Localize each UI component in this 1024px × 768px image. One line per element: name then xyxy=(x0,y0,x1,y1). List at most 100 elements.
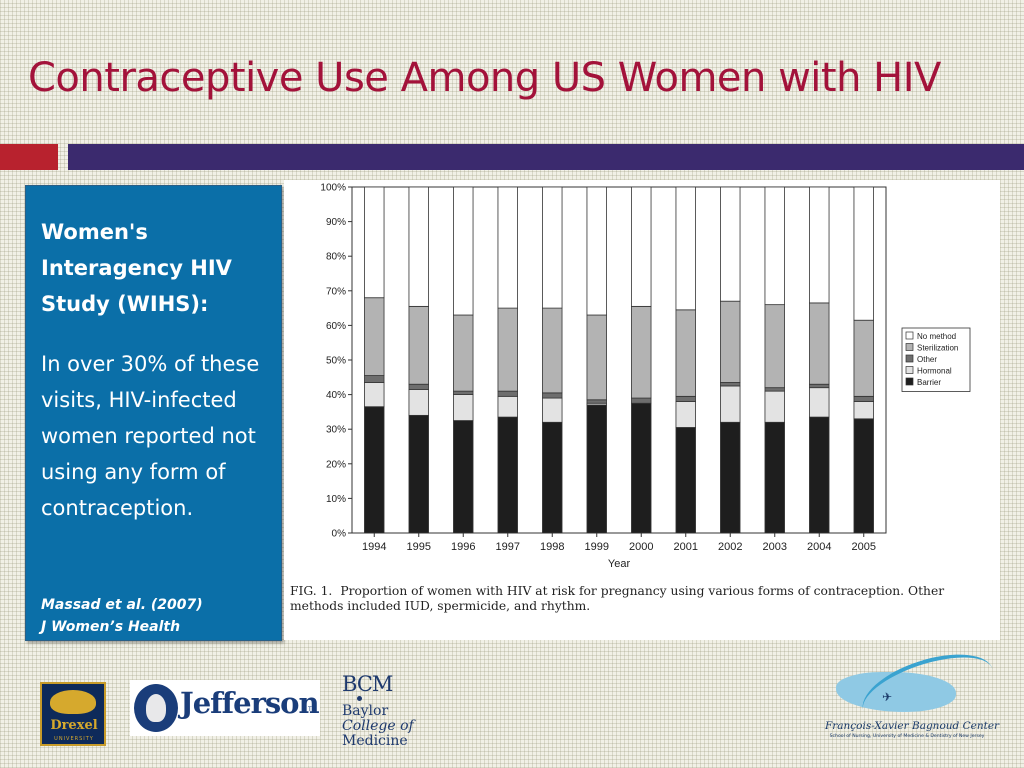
citation-journal: J Women’s Health xyxy=(41,619,181,635)
drexel-wordmark: Drexel xyxy=(50,718,98,733)
legend-swatch xyxy=(905,354,914,363)
bar-segment-sterilization xyxy=(720,300,741,383)
x-tick-label: 2002 xyxy=(718,541,742,553)
bar-segment-no-method xyxy=(408,186,429,307)
x-tick-label: 2000 xyxy=(629,541,653,553)
y-tick-label: 0% xyxy=(332,529,347,540)
bar-segment-hormonal xyxy=(364,382,385,408)
x-axis-label: Year xyxy=(608,558,631,570)
bar-segment-barrier xyxy=(764,421,785,534)
accent-bar-red xyxy=(0,144,58,170)
bar-segment-other xyxy=(809,383,830,389)
x-tick-label: 2005 xyxy=(852,541,876,553)
sidebar-heading: Women's Interagency HIV Study (WIHS): xyxy=(41,220,232,316)
caption-label: FIG. 1. xyxy=(290,584,333,598)
bar-segment-hormonal xyxy=(675,401,696,428)
y-tick-label: 30% xyxy=(326,425,346,436)
bar-segment-no-method xyxy=(764,186,785,306)
bcm-abbreviation: BCM xyxy=(342,672,393,696)
y-tick-label: 20% xyxy=(326,459,346,470)
bar-segment-no-method xyxy=(809,186,830,304)
bar-segment-no-method xyxy=(453,186,474,316)
fxb-center-logo: ✈ François-Xavier Bagnoud Center School … xyxy=(800,640,1010,746)
bar-segment-other xyxy=(453,390,474,395)
legend-swatch xyxy=(905,377,914,386)
bar-segment-sterilization xyxy=(408,305,429,385)
y-tick-label: 50% xyxy=(326,356,346,367)
dragon-icon xyxy=(50,690,96,714)
bcm-line1: Baylor xyxy=(342,703,389,719)
plot-area xyxy=(351,186,887,534)
bar-segment-no-method xyxy=(542,186,563,309)
sidebar-panel: Women's Interagency HIV Study (WIHS): In… xyxy=(25,185,282,641)
accent-bar-purple xyxy=(68,144,1024,170)
figure-panel: 0% 10% 20% 30% 40% 50% 60% 70% 80% 90% 100% 1994 199… xyxy=(284,180,1000,640)
x-tick-label: 1997 xyxy=(496,541,520,553)
slide-title: Contraceptive Use Among US Women with HI… xyxy=(28,55,941,101)
bar-segment-hormonal xyxy=(453,394,474,421)
bar-segment-hormonal xyxy=(764,390,785,423)
x-tick-label: 1998 xyxy=(540,541,564,553)
legend-swatch xyxy=(905,366,914,374)
bar-segment-barrier xyxy=(853,418,874,534)
bar-segment-no-method xyxy=(586,186,607,316)
bar-segment-sterilization xyxy=(497,307,518,392)
x-tick-label: 2001 xyxy=(674,541,698,553)
bar-segment-barrier xyxy=(809,416,830,534)
bar-segment-other xyxy=(408,383,429,390)
bar-segment-no-method xyxy=(631,186,652,307)
baylor-logo: BCM Baylor College of Medicine xyxy=(338,672,414,752)
bar-segment-sterilization xyxy=(764,304,785,389)
bar-segment-barrier xyxy=(542,421,563,534)
x-tick-label: 1994 xyxy=(362,541,386,553)
bar-segment-barrier xyxy=(720,421,741,534)
legend-label: Sterilization xyxy=(917,344,958,353)
bar-segment-hormonal xyxy=(853,401,874,420)
jefferson-seal-icon xyxy=(134,684,178,732)
sidebar-body: In over 30% of these visits, HIV-infecte… xyxy=(41,352,260,520)
bar-segment-sterilization xyxy=(809,302,830,385)
bar-segment-other xyxy=(764,387,785,392)
x-tick-label: 2004 xyxy=(807,541,831,553)
bar-segment-no-method xyxy=(720,186,741,302)
bar-segment-barrier xyxy=(631,402,652,534)
bar-segment-barrier xyxy=(364,406,385,534)
legend-label: No method xyxy=(917,332,956,341)
x-tick-label: 1996 xyxy=(451,541,475,553)
legend-label: Hormonal xyxy=(917,367,952,376)
bar-segment-sterilization xyxy=(675,309,696,397)
bar-segment-other xyxy=(542,392,563,399)
bar-segment-barrier xyxy=(497,416,518,534)
y-tick-label: 60% xyxy=(326,321,346,332)
bcm-line2: College of xyxy=(342,718,414,734)
bar-segment-other xyxy=(853,395,874,402)
bar-segment-other xyxy=(497,390,518,397)
bcm-line3: Medicine xyxy=(342,733,408,749)
bar-segment-barrier xyxy=(675,427,696,534)
bird-icon: ✈ xyxy=(882,690,893,704)
y-tick-label: 70% xyxy=(326,286,346,297)
legend-swatch xyxy=(905,331,914,340)
bar-segment-other xyxy=(364,375,385,383)
bar-segment-no-method xyxy=(675,186,696,311)
citation-authors: Massad et al. (2007) xyxy=(41,597,203,613)
x-tick-label: 2003 xyxy=(763,541,787,553)
drexel-logo: Drexel UNIVERSITY xyxy=(40,682,106,746)
bar-segment-hormonal xyxy=(809,387,830,418)
bar-segment-other xyxy=(720,382,741,387)
y-tick-label: 40% xyxy=(326,390,346,401)
x-tick-label: 1999 xyxy=(585,541,609,553)
bar-segment-sterilization xyxy=(453,314,474,392)
legend-label: Barrier xyxy=(917,378,941,387)
figure-caption: FIG. 1. Proportion of women with HIV at r… xyxy=(290,584,996,614)
drexel-subtext: UNIVERSITY xyxy=(54,736,94,742)
bar-segment-hormonal xyxy=(542,397,563,423)
legend-label: Other xyxy=(917,355,937,364)
bar-segment-other xyxy=(675,395,696,402)
bar-segment-sterilization xyxy=(853,319,874,397)
bcm-dot xyxy=(357,696,362,701)
y-tick-label: 90% xyxy=(326,217,346,228)
bar-segment-hormonal xyxy=(497,395,518,418)
bar-segment-no-method xyxy=(364,186,385,299)
bar-segment-other xyxy=(586,399,607,404)
